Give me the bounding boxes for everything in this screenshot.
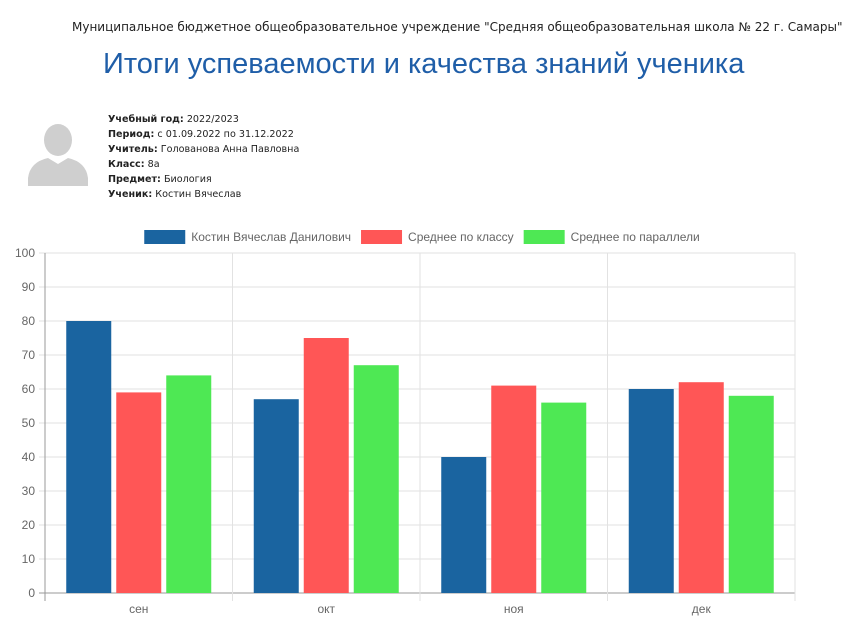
bar-chart: 0 10 20 30 40 50 60 70 80 90 100 сен окт ноя дек Костин… (15, 230, 796, 616)
info-class: Класс: 8а (108, 159, 160, 170)
bar-сен-series-2 (116, 392, 162, 593)
bar-дек-series-3 (728, 395, 774, 593)
bar-ноя-series-2 (491, 385, 537, 593)
school-name: Муниципальное бюджетное общеобразователь… (72, 20, 843, 34)
student-info: Учебный год: 2022/2023 Период: с 01.09.2… (108, 112, 299, 202)
x-tick-label: ноя (504, 602, 524, 616)
info-teacher: Учитель: Голованова Анна Павловна (108, 144, 300, 155)
y-tick-label: 70 (22, 348, 36, 362)
legend-swatch (361, 230, 403, 244)
bar-ноя-series-1 (441, 457, 487, 593)
bar-окт-series-3 (353, 365, 399, 593)
y-tick-label: 90 (22, 280, 36, 294)
y-tick-label: 30 (22, 484, 36, 498)
info-year: Учебный год: 2022/2023 (108, 114, 239, 125)
y-tick-label: 10 (22, 552, 36, 566)
bar-ноя-series-3 (541, 402, 587, 593)
y-tick-label: 80 (22, 314, 36, 328)
y-tick-label: 60 (22, 382, 36, 396)
y-tick-label: 20 (22, 518, 36, 532)
info-period: Период: с 01.09.2022 по 31.12.2022 (108, 129, 294, 140)
y-tick-label: 100 (15, 246, 35, 260)
bar-дек-series-1 (628, 389, 674, 593)
bar-дек-series-2 (678, 382, 724, 593)
info-student: Ученик: Костин Вячеслав (108, 189, 242, 200)
legend-swatch (144, 230, 186, 244)
bar-окт-series-1 (253, 399, 299, 593)
page-title: Итоги успеваемости и качества знаний уче… (103, 48, 745, 80)
bar-окт-series-2 (303, 338, 349, 593)
legend-swatch (523, 230, 565, 244)
user-silhouette-icon (28, 124, 88, 186)
y-tick-label: 40 (22, 450, 36, 464)
y-tick-label: 0 (28, 586, 35, 600)
legend-label: Среднее по параллели (571, 230, 700, 244)
legend-label: Среднее по классу (408, 230, 514, 244)
bar-сен-series-1 (66, 321, 112, 593)
x-tick-label: окт (317, 602, 335, 616)
x-tick-label: дек (692, 602, 712, 616)
info-subject: Предмет: Биология (108, 174, 212, 185)
y-tick-label: 50 (22, 416, 36, 430)
x-tick-label: сен (129, 602, 148, 616)
legend-label: Костин Вячеслав Данилович (191, 230, 351, 244)
bar-сен-series-3 (166, 375, 212, 593)
